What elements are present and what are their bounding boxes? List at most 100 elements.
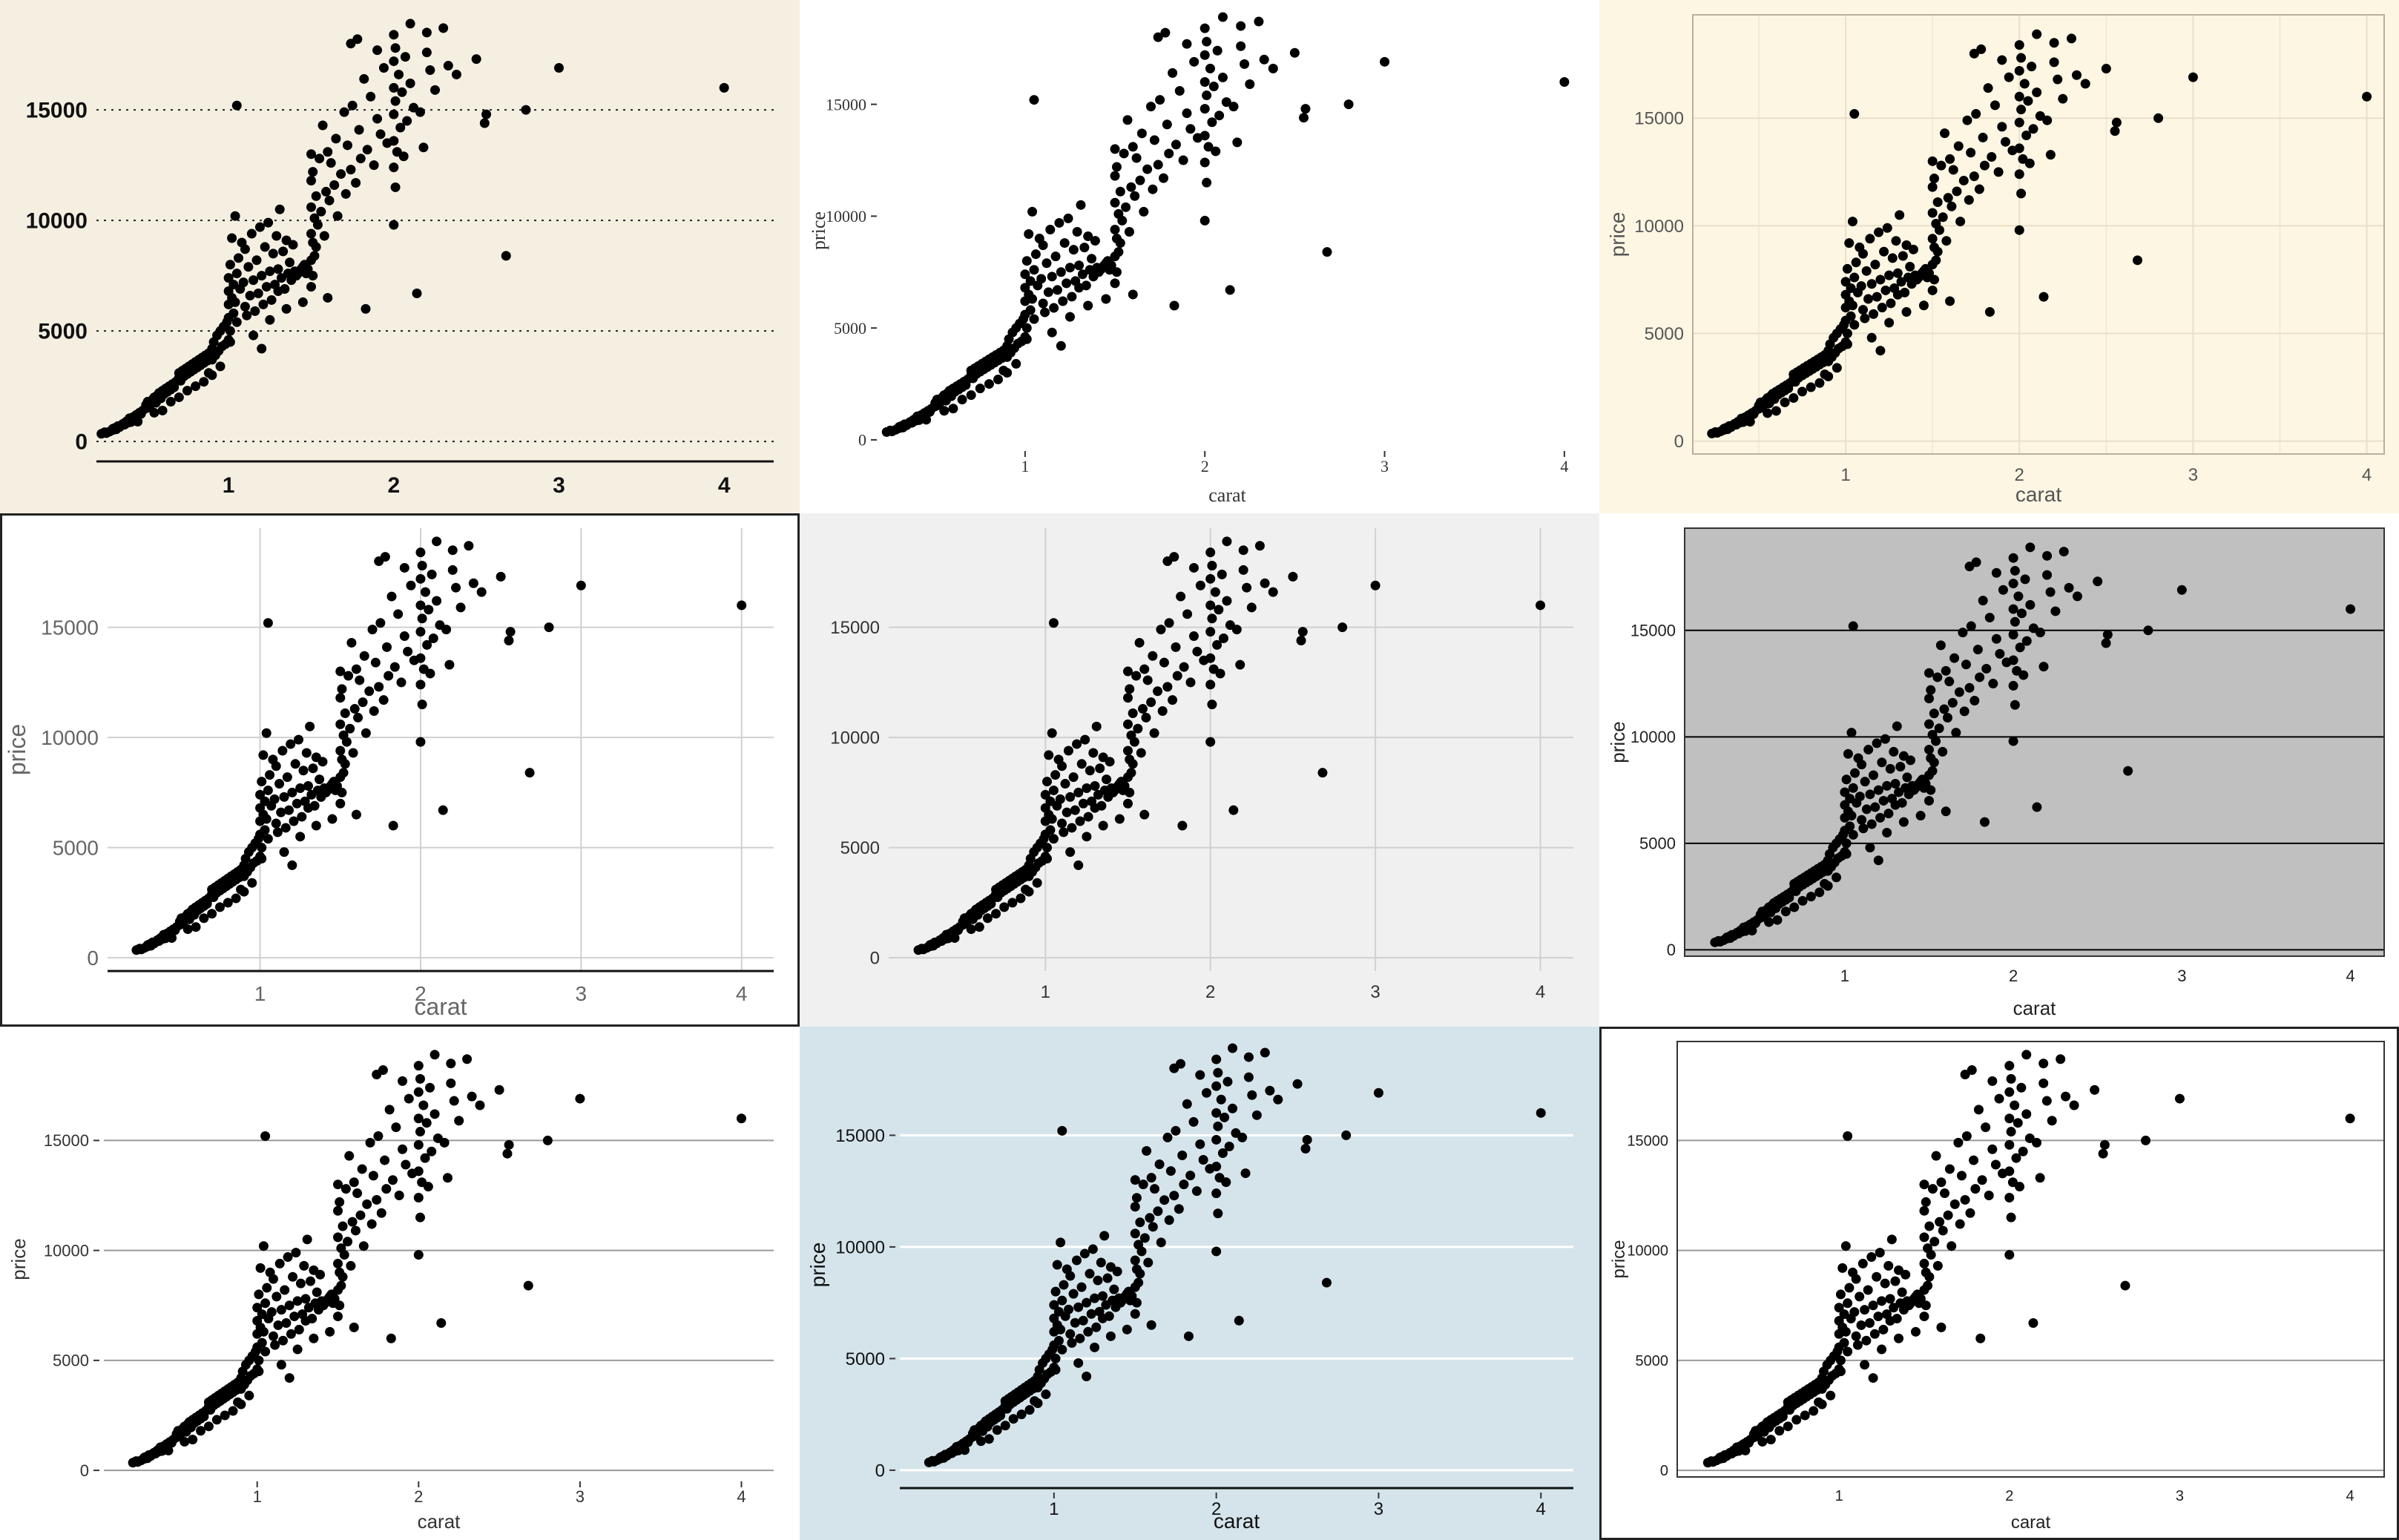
data-point: [1866, 332, 1877, 343]
data-point: [315, 154, 325, 164]
data-point: [1007, 898, 1018, 908]
data-point: [1238, 545, 1248, 556]
data-point: [950, 932, 960, 943]
data-point: [948, 404, 958, 414]
data-point: [1956, 1171, 1967, 1181]
data-point: [982, 913, 993, 924]
data-point: [284, 805, 294, 815]
data-point: [1111, 162, 1122, 172]
data-point: [432, 596, 442, 606]
data-point: [1174, 1204, 1184, 1214]
data-point: [1222, 1076, 1233, 1087]
data-point: [1857, 760, 1867, 770]
data-point: [1889, 746, 1899, 757]
data-point: [263, 785, 273, 795]
data-point: [1148, 184, 1158, 194]
data-point: [1171, 1125, 1181, 1136]
y-tick-label: 5000: [1639, 835, 1676, 853]
data-point: [1045, 224, 1056, 234]
data-point: [1849, 272, 1860, 283]
data-point: [386, 591, 397, 602]
y-tick-label: 10000: [1630, 728, 1676, 746]
data-point: [1067, 292, 1077, 302]
data-point: [2004, 1166, 2015, 1177]
data-point: [415, 679, 426, 690]
data-point: [1901, 240, 1912, 251]
data-point: [993, 375, 1004, 385]
data-point: [274, 1258, 285, 1268]
data-point: [329, 180, 340, 190]
data-point: [1131, 1193, 1142, 1203]
data-point: [1200, 131, 1210, 141]
data-point: [1783, 1421, 1793, 1432]
y-axis-title: price: [1609, 1240, 1629, 1278]
data-point: [1185, 677, 1196, 688]
data-point: [1978, 596, 1988, 606]
data-point: [329, 1294, 340, 1304]
data-point: [1236, 41, 1246, 51]
data-point: [1979, 817, 1990, 827]
data-point: [446, 1078, 456, 1088]
data-point: [165, 397, 176, 407]
data-point: [1260, 578, 1270, 588]
scatter-plot-2: 1 2 3 4 0 5000 10000 15000 carat price: [808, 12, 1573, 506]
data-point: [243, 262, 254, 272]
data-point: [1085, 1268, 1095, 1279]
data-point: [287, 860, 297, 870]
data-point: [279, 847, 289, 858]
data-point: [1373, 1087, 1383, 1098]
scatter-plot-7: 1 2 3 4 0 5000 10000 15000 carat price: [7, 1042, 774, 1533]
data-point: [1296, 635, 1306, 645]
data-point: [542, 1135, 553, 1145]
data-point: [306, 149, 316, 159]
plot-area: [900, 1042, 1573, 1488]
y-tick-label: 5000: [834, 319, 866, 338]
data-point: [2020, 574, 2030, 585]
data-point: [271, 761, 281, 771]
data-point: [413, 1250, 424, 1260]
data-point: [1128, 708, 1138, 718]
data-point: [1932, 197, 1943, 207]
data-point: [1870, 802, 1880, 812]
data-point: [294, 1324, 304, 1335]
data-point: [2013, 591, 2024, 602]
data-point: [1082, 783, 1092, 793]
y-tick-label: 15000: [1630, 621, 1676, 639]
data-point: [2141, 1135, 2151, 1145]
data-point: [1115, 186, 1125, 197]
data-point: [1150, 1184, 1160, 1194]
data-point: [1222, 536, 1232, 547]
data-point: [249, 275, 259, 286]
data-point: [1843, 1298, 1853, 1309]
data-point: [1054, 217, 1064, 228]
data-point: [1842, 263, 1852, 274]
data-point: [1964, 195, 1974, 205]
data-point: [417, 560, 427, 570]
data-point: [1926, 685, 1936, 695]
data-point: [1877, 303, 1887, 313]
data-point: [1091, 721, 1102, 731]
data-point: [2014, 117, 2024, 128]
data-point: [207, 909, 217, 919]
y-axis-title: price: [4, 724, 30, 775]
data-point: [1065, 847, 1076, 858]
data-point: [1300, 1143, 1311, 1154]
data-point: [444, 659, 455, 670]
data-point: [254, 1289, 264, 1300]
data-point: [1195, 1139, 1205, 1149]
data-point: [1182, 609, 1193, 619]
data-point: [1995, 648, 2005, 659]
data-point: [1975, 1333, 1986, 1343]
data-point: [1757, 1437, 1768, 1447]
data-point: [1966, 148, 1976, 158]
data-point: [338, 1221, 348, 1231]
data-point: [2102, 630, 2113, 640]
data-point: [417, 700, 427, 710]
data-point: [1033, 1398, 1043, 1409]
data-point: [378, 1065, 388, 1076]
chart-panel-7: 1 2 3 4 0 5000 10000 15000 carat price: [0, 1027, 800, 1540]
data-point: [230, 297, 240, 307]
data-point: [1155, 95, 1165, 105]
data-point: [1047, 272, 1057, 282]
data-point: [1126, 768, 1136, 778]
